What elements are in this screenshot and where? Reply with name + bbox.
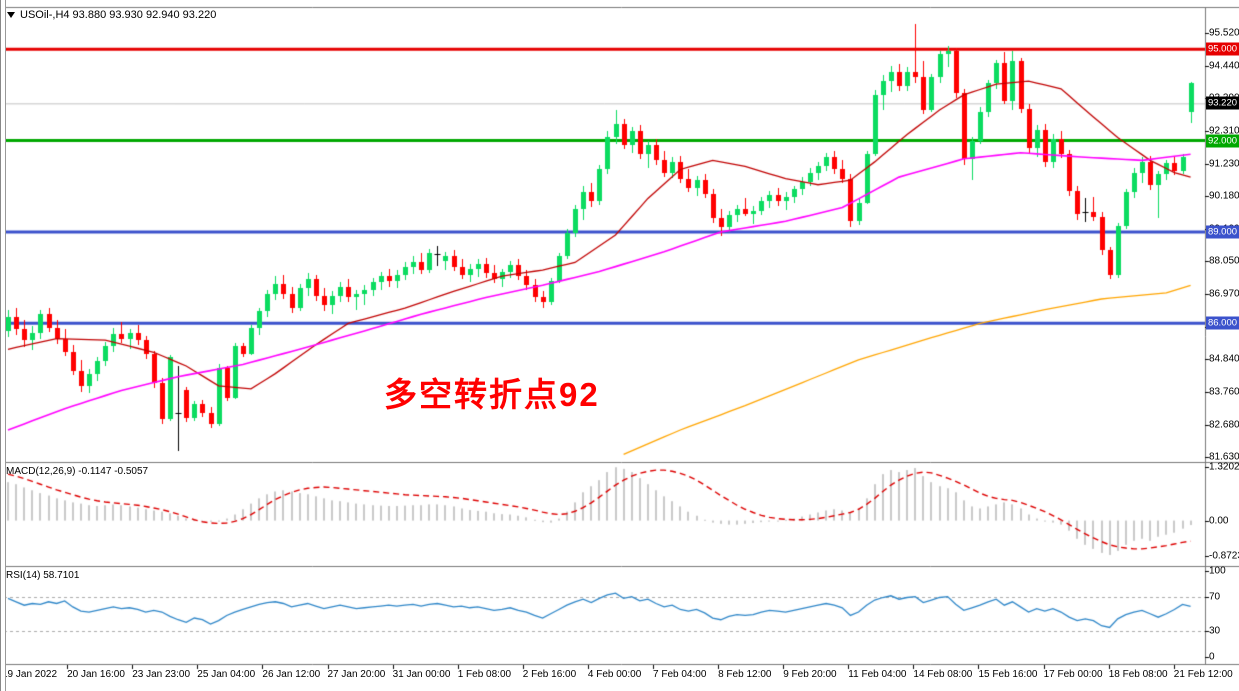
- price-level-badge: 86.000: [1206, 316, 1239, 330]
- rsi-tick-label: 70: [1209, 591, 1221, 603]
- price-tick-label: 94.440: [1209, 60, 1239, 72]
- price-tick-label: 92.310: [1209, 125, 1239, 137]
- price-level-badge: 92.000: [1206, 134, 1239, 148]
- symbol-dropdown-icon[interactable]: [7, 12, 15, 18]
- price-level-badge: 89.000: [1206, 225, 1239, 239]
- time-tick-label: 21 Feb 12:00: [1173, 669, 1233, 680]
- price-tick-label: 83.760: [1209, 386, 1239, 398]
- macd-tick-label: 1.3202: [1209, 461, 1239, 473]
- time-tick-label: 27 Jan 20:00: [327, 669, 386, 680]
- time-tick-label: 26 Jan 12:00: [262, 669, 321, 680]
- price-tick-label: 90.180: [1209, 190, 1239, 202]
- time-tick-label: 23 Jan 23:00: [132, 669, 191, 680]
- time-tick-label: 15 Feb 16:00: [978, 669, 1038, 680]
- time-tick-label: 17 Feb 00:00: [1043, 669, 1103, 680]
- price-level-badge: 95.000: [1206, 42, 1239, 56]
- price-tick-label: 82.680: [1209, 419, 1239, 431]
- time-tick-label: 11 Feb 04:00: [848, 669, 907, 680]
- time-tick-label: 19 Jan 2022: [2, 669, 58, 680]
- window-left-edge: [0, 0, 6, 691]
- time-tick-label: 20 Jan 16:00: [67, 669, 125, 680]
- macd-indicator-label: MACD(12,26,9) -0.1147 -0.5057: [6, 466, 149, 477]
- time-tick-label: 31 Jan 00:00: [392, 669, 451, 680]
- macd-tick-label: -0.8723: [1209, 550, 1239, 562]
- macd-tick-label: 0.00: [1209, 515, 1229, 527]
- price-tick-label: 95.520: [1209, 27, 1239, 39]
- time-tick-label: 25 Jan 04:00: [197, 669, 256, 680]
- price-tick-label: 88.050: [1209, 255, 1239, 267]
- rsi-tick-label: 30: [1209, 625, 1221, 637]
- time-tick-label: 9 Feb 20:00: [783, 669, 837, 680]
- rsi-tick-label: 0: [1209, 651, 1215, 662]
- time-tick-label: 18 Feb 08:00: [1108, 669, 1168, 680]
- time-tick-label: 8 Feb 12:00: [718, 669, 772, 680]
- time-tick-label: 2 Feb 16:00: [522, 669, 577, 680]
- chart-title-bar: USOil-,H4 93.880 93.930 92.940 93.220: [7, 9, 216, 21]
- time-tick-label: 7 Feb 04:00: [653, 669, 707, 680]
- rsi-tick-label: 100: [1209, 565, 1226, 577]
- time-tick-label: 4 Feb 00:00: [587, 669, 642, 680]
- symbol-ohlc-title: USOil-,H4 93.880 93.930 92.940 93.220: [20, 9, 217, 21]
- time-tick-label: 1 Feb 08:00: [457, 669, 512, 680]
- time-tick-label: 14 Feb 08:00: [913, 669, 973, 680]
- current-price-badge: 93.220: [1206, 96, 1239, 110]
- price-tick-label: 81.630: [1209, 451, 1239, 462]
- price-tick-label: 86.970: [1209, 288, 1239, 300]
- price-tick-label: 91.230: [1209, 158, 1239, 170]
- chart-annotation-text[interactable]: 多空转折点92: [384, 376, 600, 413]
- price-tick-label: 84.840: [1209, 353, 1239, 365]
- rsi-indicator-label: RSI(14) 58.7101: [6, 570, 80, 581]
